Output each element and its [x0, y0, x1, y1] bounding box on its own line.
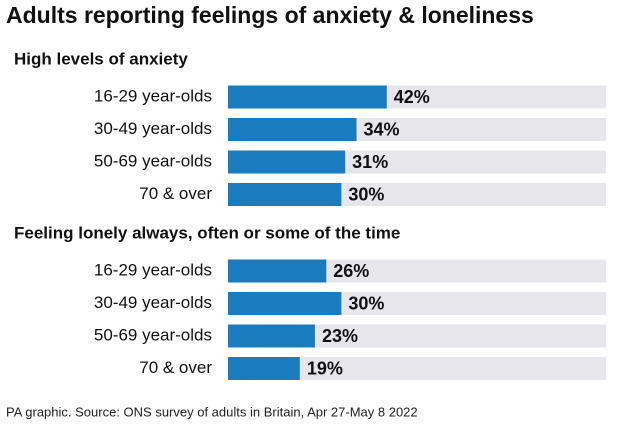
- category-label: 50-69 year-olds: [94, 325, 212, 344]
- category-label: 16-29 year-olds: [94, 86, 212, 105]
- value-label: 30%: [348, 293, 384, 313]
- bar: [228, 357, 300, 380]
- bar: [228, 292, 342, 315]
- category-label: 70 & over: [139, 184, 212, 203]
- bar: [228, 150, 346, 174]
- value-label: 26%: [333, 261, 369, 281]
- source-note: PA graphic. Source: ONS survey of adults…: [6, 404, 418, 419]
- bar-track: [228, 324, 606, 348]
- bar: [228, 183, 342, 206]
- bar-track: [228, 357, 606, 380]
- category-label: 30-49 year-olds: [94, 119, 212, 138]
- chart-title: Adults reporting feelings of anxiety & l…: [6, 2, 534, 28]
- bar: [228, 85, 387, 109]
- value-label: 42%: [394, 87, 430, 107]
- bar: [228, 259, 327, 283]
- value-label: 23%: [322, 326, 358, 346]
- value-label: 34%: [364, 119, 400, 139]
- bar: [228, 324, 315, 348]
- category-label: 16-29 year-olds: [94, 260, 212, 279]
- panel-title: High levels of anxiety: [14, 49, 188, 68]
- category-label: 50-69 year-olds: [94, 151, 212, 170]
- bar: [228, 118, 357, 141]
- value-label: 19%: [307, 358, 343, 378]
- panel-title: Feeling lonely always, often or some of …: [14, 223, 400, 242]
- category-label: 30-49 year-olds: [94, 293, 212, 312]
- value-label: 31%: [352, 152, 388, 172]
- value-label: 30%: [348, 184, 384, 204]
- category-label: 70 & over: [139, 358, 212, 377]
